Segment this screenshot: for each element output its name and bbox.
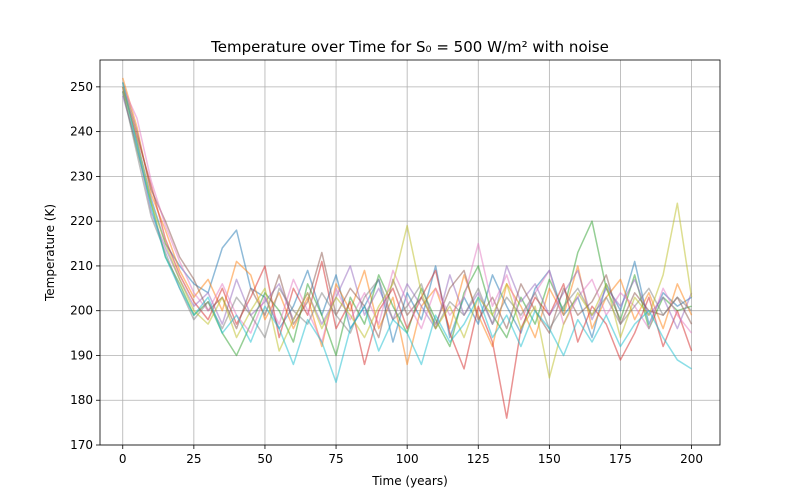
y-tick-label: 220 xyxy=(70,214,93,228)
y-tick-label: 200 xyxy=(70,304,93,318)
series-line-10 xyxy=(122,82,692,384)
y-tick-label: 180 xyxy=(70,393,93,407)
axis-ticks: 0 25 50 75 100 125 150 175 200 170 180 190 200 210 220… xyxy=(70,80,703,466)
y-tick-label: 190 xyxy=(70,348,93,362)
series-lines xyxy=(122,77,693,419)
y-axis-label: Temperature (K) xyxy=(43,204,57,302)
y-tick-label: 170 xyxy=(70,438,93,452)
chart-title: Temperature over Time for S₀ = 500 W/m² … xyxy=(210,38,609,56)
x-tick-label: 25 xyxy=(186,452,201,466)
series-line-4 xyxy=(122,86,693,419)
x-tick-label: 0 xyxy=(119,452,127,466)
y-tick-label: 230 xyxy=(70,169,93,183)
series-line-9 xyxy=(122,86,693,379)
y-tick-label: 240 xyxy=(70,125,93,139)
grid xyxy=(100,60,720,446)
x-tick-label: 150 xyxy=(538,452,561,466)
x-tick-label: 100 xyxy=(396,452,419,466)
x-tick-label: 75 xyxy=(328,452,343,466)
series-line-7 xyxy=(122,86,693,343)
x-tick-label: 50 xyxy=(257,452,272,466)
y-tick-label: 250 xyxy=(70,80,93,94)
y-tick-label: 210 xyxy=(70,259,93,273)
plot-frame xyxy=(99,59,721,446)
x-tick-label: 125 xyxy=(467,452,490,466)
x-tick-label: 175 xyxy=(609,452,632,466)
x-axis-label: Time (years) xyxy=(371,474,448,488)
x-tick-label: 200 xyxy=(680,452,703,466)
